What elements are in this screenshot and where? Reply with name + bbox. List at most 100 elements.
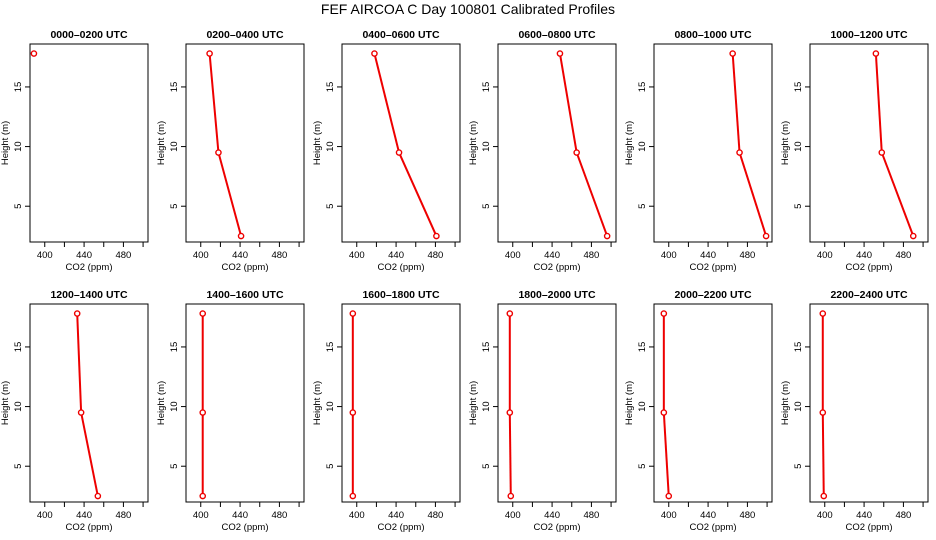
y-axis-label: Height (m)	[468, 121, 479, 165]
profile-line-segment	[731, 53, 741, 153]
x-tick-label: 440	[856, 250, 872, 261]
data-point	[660, 310, 668, 317]
y-tick-label: 5	[637, 204, 648, 209]
y-tick-label: 10	[325, 141, 336, 152]
y-tick-label: 10	[637, 401, 648, 412]
x-tick-label: 480	[427, 510, 443, 521]
data-point	[878, 149, 886, 156]
y-axis-label: Height (m)	[0, 121, 11, 165]
y-tick-label: 5	[325, 464, 336, 469]
y-axis-label: Height (m)	[0, 381, 11, 425]
x-tick-label: 480	[115, 250, 131, 261]
y-tick-label: 10	[325, 401, 336, 412]
data-point	[395, 149, 403, 156]
chart-title: FEF AIRCOA C Day 100801 Calibrated Profi…	[320, 1, 616, 17]
x-axis-label: CO2 (ppm)	[66, 522, 113, 533]
x-tick-label: 480	[271, 510, 287, 521]
x-tick-label: 440	[388, 510, 404, 521]
data-point	[349, 492, 357, 500]
data-point	[820, 492, 828, 500]
y-tick-label: 5	[793, 464, 804, 469]
plot-frame	[497, 43, 617, 243]
panel-3: 0400–0600 UTC 400 440 480 5 10 15 CO2 (ppm) Heig…	[312, 29, 461, 273]
x-tick-label: 480	[427, 250, 443, 261]
y-tick-label: 15	[481, 82, 492, 93]
y-axis-label: Height (m)	[624, 381, 635, 425]
y-axis-label: Height (m)	[624, 121, 635, 165]
panel-title: 0800–1000 UTC	[674, 29, 751, 41]
panel-10: 1800–2000 UTC 400 440 480 5 10 15 CO2 (ppm) Heig…	[468, 289, 617, 533]
profile-line-segment	[508, 412, 512, 497]
data-point	[199, 310, 207, 317]
y-tick-label: 5	[325, 204, 336, 209]
data-point	[349, 409, 357, 416]
x-tick-label: 400	[817, 510, 833, 521]
y-tick-label: 5	[13, 464, 24, 469]
panel-9: 1600–1800 UTC 400 440 480 5 10 15 CO2 (ppm) Heig…	[312, 289, 461, 533]
panel-title: 1600–1800 UTC	[362, 289, 439, 301]
y-tick-label: 15	[325, 342, 336, 353]
x-tick-label: 480	[271, 250, 287, 261]
panel-7: 1200–1400 UTC 400 440 480 5 10 15 CO2 (ppm) Heig…	[0, 289, 149, 533]
x-tick-label: 400	[505, 510, 521, 521]
data-point	[603, 232, 611, 240]
x-tick-label: 480	[583, 510, 599, 521]
x-axis-label: CO2 (ppm)	[222, 522, 269, 533]
y-tick-label: 5	[637, 464, 648, 469]
plot-frame	[653, 303, 773, 503]
plot-frame	[185, 43, 305, 243]
x-tick-label: 400	[349, 510, 365, 521]
y-tick-label: 5	[481, 464, 492, 469]
x-tick-label: 400	[661, 510, 677, 521]
x-axis-label: CO2 (ppm)	[378, 262, 425, 273]
y-tick-label: 15	[325, 82, 336, 93]
y-tick-label: 10	[13, 401, 24, 412]
panel-12: 2200–2400 UTC 400 440 480 5 10 15 CO2 (ppm) Heig…	[780, 289, 929, 533]
data-point	[665, 492, 673, 500]
y-tick-label: 15	[793, 342, 804, 353]
panel-title: 0600–0800 UTC	[518, 29, 595, 41]
plot-frame	[653, 43, 773, 243]
y-tick-label: 10	[169, 141, 180, 152]
panel-5: 0800–1000 UTC 400 440 480 5 10 15 CO2 (ppm) Heig…	[624, 29, 773, 273]
y-tick-label: 15	[481, 342, 492, 353]
panel-title: 0000–0200 UTC	[50, 29, 127, 41]
x-axis-label: CO2 (ppm)	[534, 522, 581, 533]
y-tick-label: 5	[169, 204, 180, 209]
data-point	[506, 409, 514, 416]
y-tick-label: 15	[13, 82, 24, 93]
profile-line-segment	[662, 412, 670, 497]
profile-line-segment	[821, 412, 825, 497]
y-axis-label: Height (m)	[312, 381, 323, 425]
panel-11: 2000–2200 UTC 400 440 480 5 10 15 CO2 (ppm) Heig…	[624, 289, 773, 533]
x-tick-label: 400	[37, 250, 53, 261]
x-axis-label: CO2 (ppm)	[690, 522, 737, 533]
x-tick-label: 400	[193, 510, 209, 521]
x-tick-label: 480	[739, 250, 755, 261]
x-tick-label: 440	[76, 510, 92, 521]
profile-line-segment	[575, 152, 609, 237]
y-tick-label: 10	[793, 141, 804, 152]
profile-line-segment	[880, 152, 915, 237]
x-tick-label: 480	[895, 250, 911, 261]
plot-frame	[341, 303, 461, 503]
y-tick-label: 15	[637, 342, 648, 353]
panel-title: 0400–0600 UTC	[362, 29, 439, 41]
y-axis-label: Height (m)	[156, 381, 167, 425]
y-tick-label: 10	[481, 141, 492, 152]
x-tick-label: 440	[232, 510, 248, 521]
profile-line-segment	[80, 412, 99, 497]
x-tick-label: 480	[895, 510, 911, 521]
y-tick-label: 15	[637, 82, 648, 93]
x-axis-label: CO2 (ppm)	[378, 522, 425, 533]
plot-frame	[185, 303, 305, 503]
plot-frame	[809, 43, 929, 243]
x-axis-label: CO2 (ppm)	[690, 262, 737, 273]
data-point	[556, 50, 564, 57]
data-point	[77, 409, 85, 416]
x-tick-label: 480	[115, 510, 131, 521]
panel-title: 1400–1600 UTC	[206, 289, 283, 301]
plot-frame	[29, 43, 149, 243]
panel-title: 1000–1200 UTC	[830, 29, 907, 41]
